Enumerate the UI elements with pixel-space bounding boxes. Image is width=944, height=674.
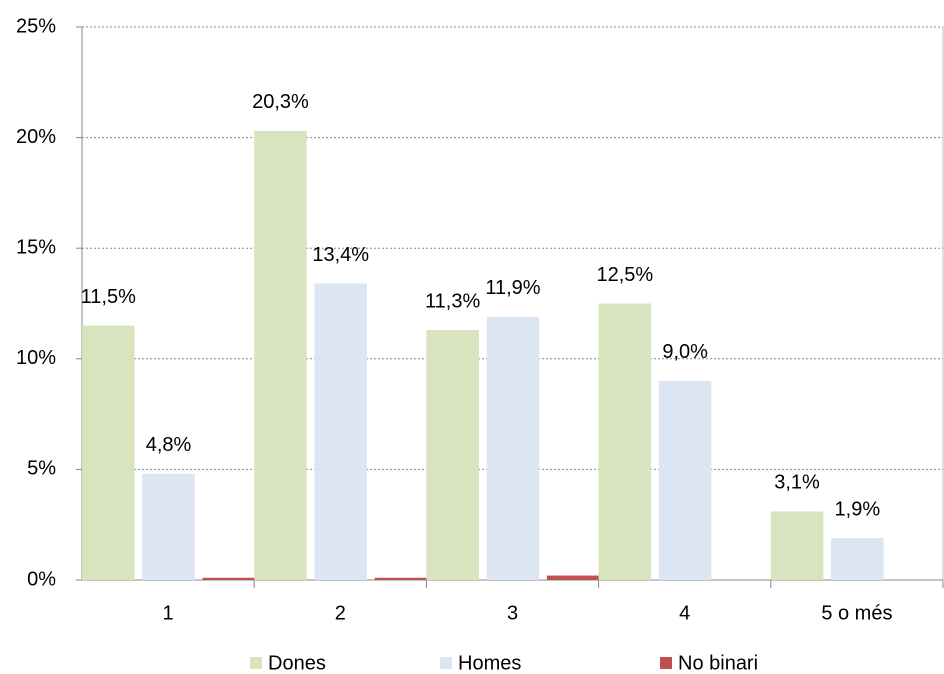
legend-swatch	[440, 657, 452, 669]
value-label: 3,1%	[774, 472, 820, 494]
value-label: 12,5%	[597, 264, 654, 286]
y-tick-label: 0%	[27, 568, 56, 590]
bar	[831, 537, 884, 580]
x-tick-label: 4	[679, 602, 690, 624]
legend-label: Dones	[268, 652, 326, 674]
y-tick-label: 5%	[27, 458, 56, 480]
bar	[598, 303, 652, 580]
legend-swatch	[660, 657, 672, 669]
value-label: 4,8%	[146, 434, 192, 456]
value-label: 11,9%	[485, 277, 540, 299]
bar	[254, 130, 307, 581]
bar	[142, 473, 195, 580]
bar	[374, 577, 428, 580]
x-tick-label: 5 o més	[821, 602, 892, 624]
value-label: 20,3%	[252, 91, 309, 113]
bar	[82, 325, 135, 580]
y-tick-label: 20%	[16, 126, 56, 148]
legend-swatch	[250, 657, 262, 669]
legend-label: No binari	[678, 652, 758, 674]
bar	[426, 330, 479, 580]
value-label: 9,0%	[662, 341, 708, 363]
value-label: 1,9%	[835, 498, 881, 520]
legend-label: Homes	[458, 652, 521, 674]
value-label: 11,5%	[81, 286, 136, 308]
y-tick-label: 15%	[16, 236, 56, 258]
x-tick-label: 3	[507, 602, 518, 624]
bar	[486, 316, 540, 580]
bar	[546, 575, 600, 580]
value-label: 11,3%	[425, 290, 480, 312]
bar	[202, 577, 256, 580]
y-tick-label: 10%	[16, 347, 56, 369]
x-tick-label: 2	[335, 602, 346, 624]
x-tick-label: 1	[163, 602, 174, 624]
y-tick-label: 25%	[16, 15, 56, 37]
bar	[770, 511, 824, 580]
value-label: 13,4%	[312, 244, 369, 266]
bar	[658, 380, 712, 580]
bar	[314, 283, 367, 580]
